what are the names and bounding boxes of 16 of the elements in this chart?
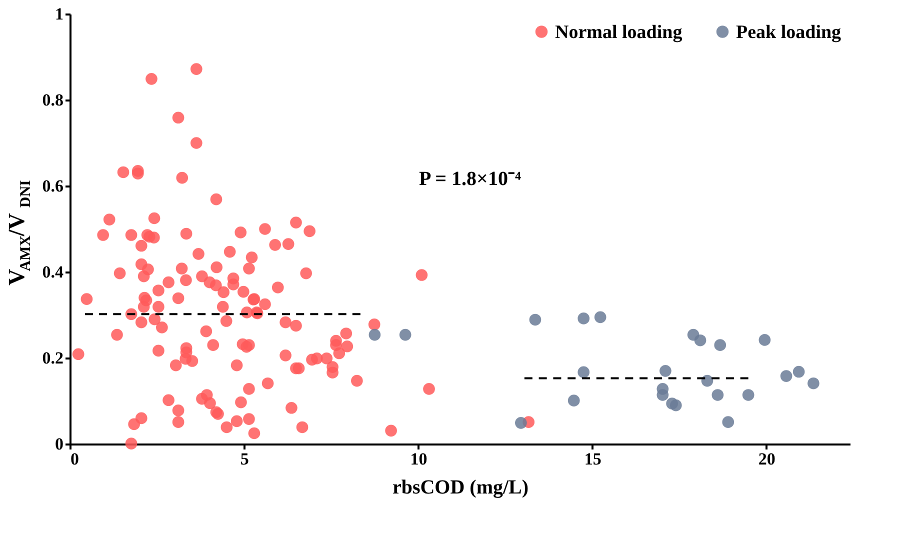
y-tick-label: 0.6 (42, 176, 64, 196)
legend-label: Peak loading (736, 22, 842, 43)
y-axis-title: VAMX/VDNI (4, 180, 34, 286)
y-tick-label: 0.8 (42, 90, 64, 110)
y-tick-label: 0 (55, 434, 64, 454)
x-tick-label: 20 (758, 450, 776, 468)
legend-label: Normal loading (555, 22, 683, 43)
x-tick-label: 5 (240, 450, 249, 468)
y-tick-label: 0.4 (42, 262, 64, 282)
x-tick-label: 10 (410, 450, 428, 468)
y-tick-label: 1 (55, 4, 64, 24)
x-tick-label: 15 (584, 450, 602, 468)
annotation: P = 1.8×10⁻⁴ (419, 168, 521, 190)
x-axis-title: rbsCOD (mg/L) (392, 476, 529, 498)
y-tick-label: 0.2 (42, 348, 64, 368)
x-tick-label: 0 (70, 450, 79, 468)
